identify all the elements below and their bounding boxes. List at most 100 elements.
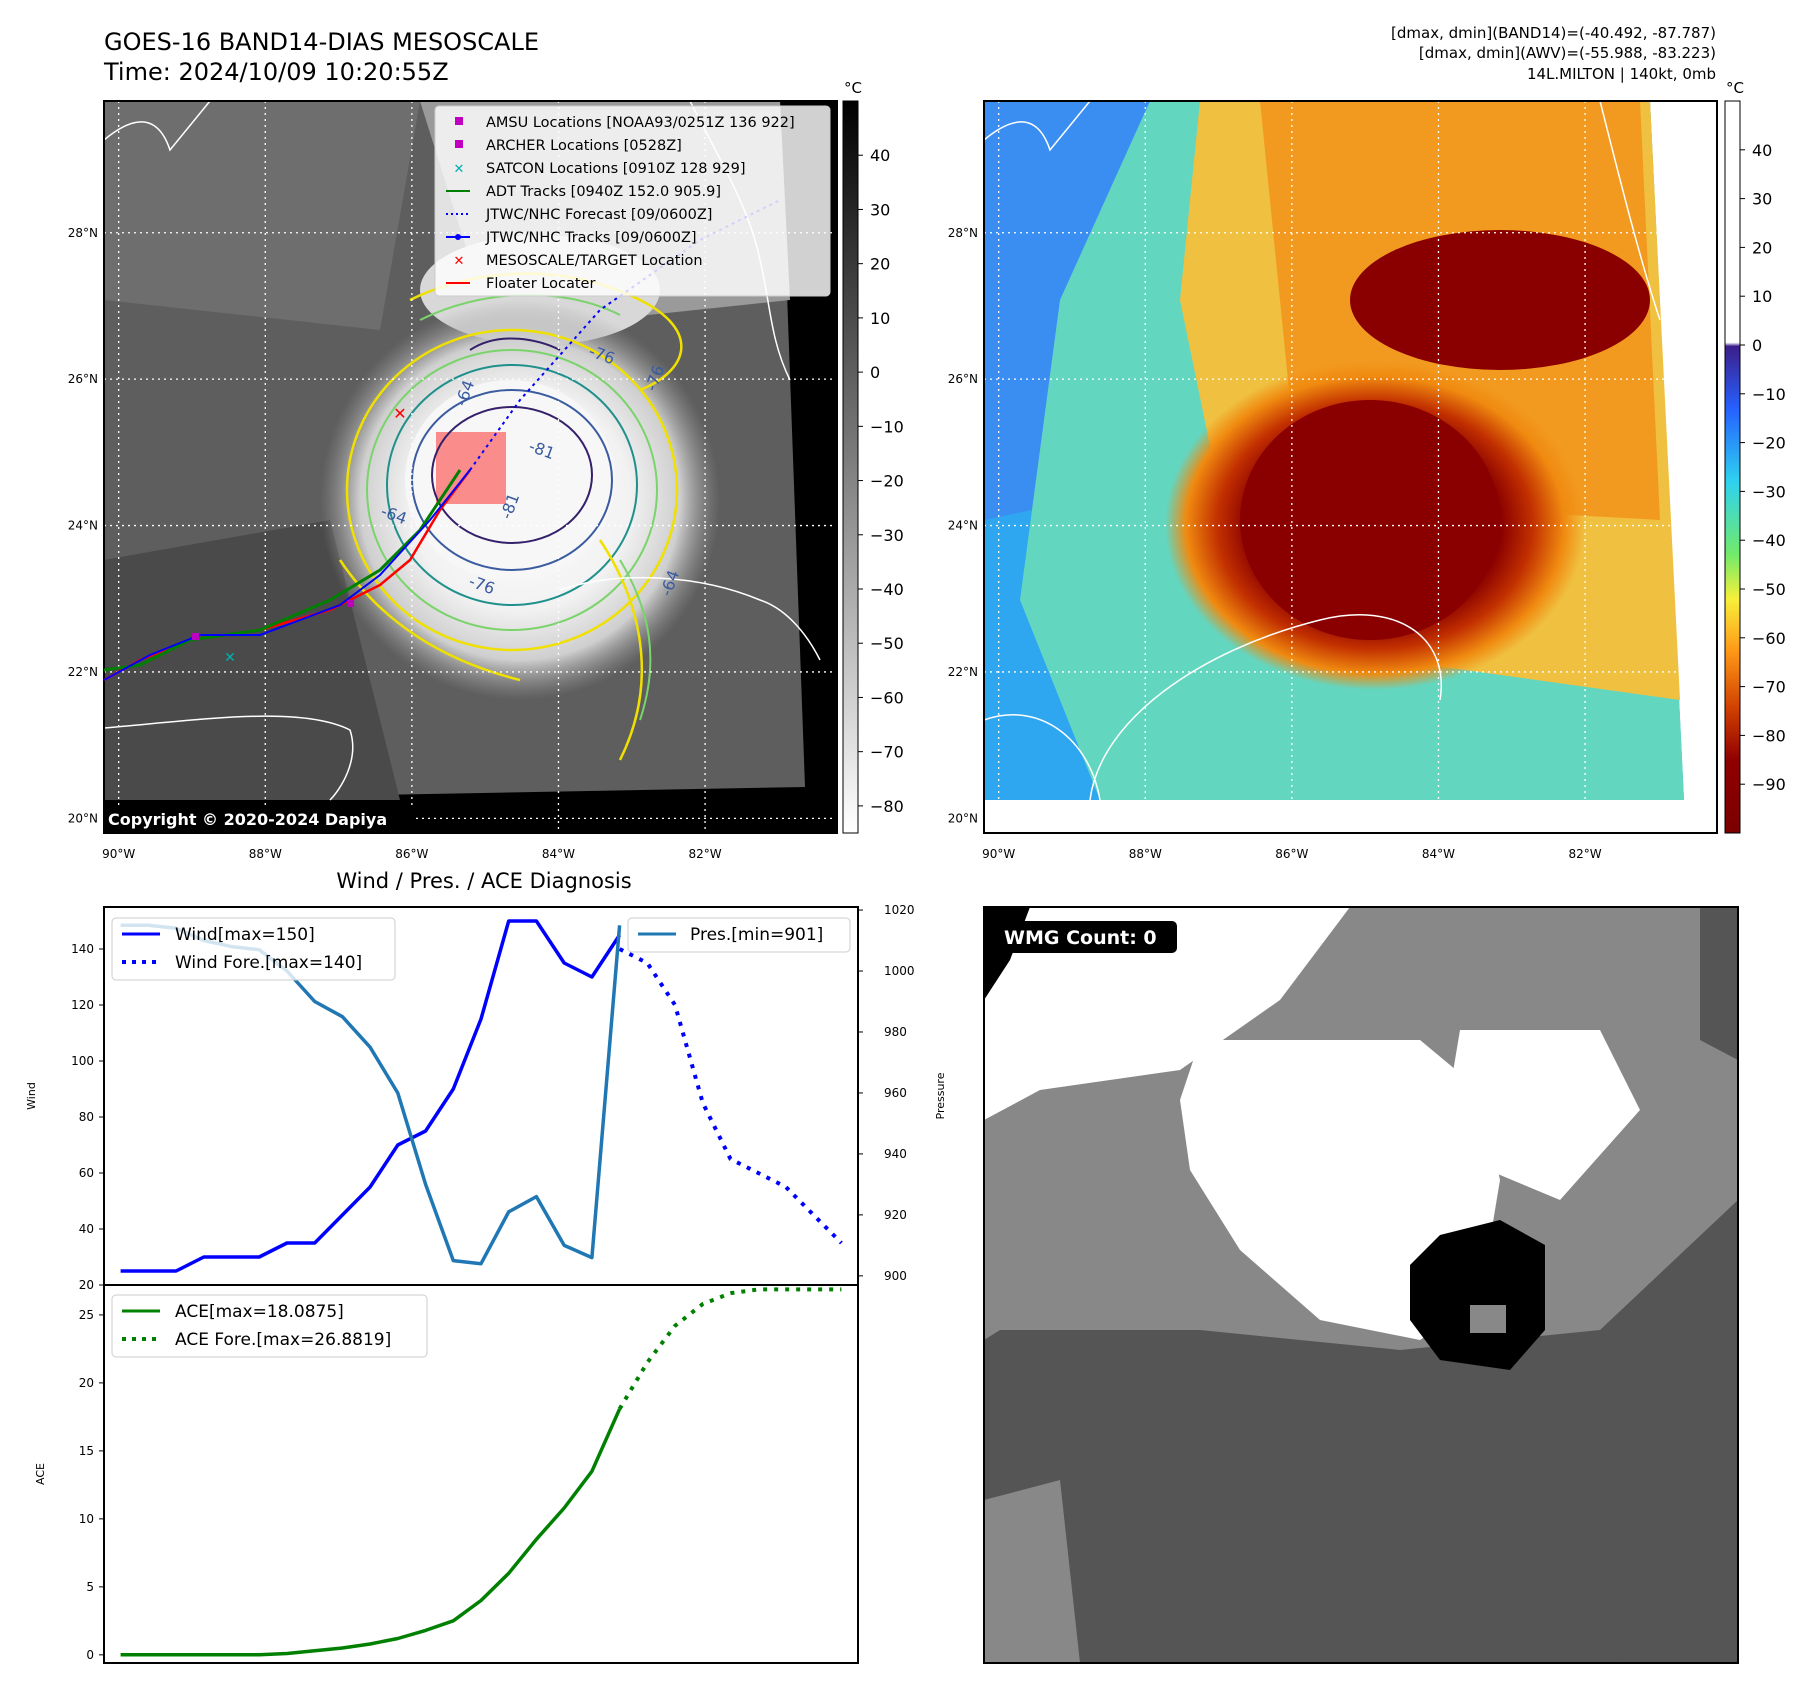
- ace-axis-ticks: 0 5 10 15 20 25: [79, 1308, 104, 1662]
- y-tick-label: 140: [71, 942, 94, 956]
- y-tick-label: 80: [79, 1110, 94, 1124]
- awv-colorbar-unit: °C: [1726, 79, 1744, 97]
- legend-swatch: ✕: [454, 254, 465, 269]
- colorbar-tick-label: −40: [870, 580, 904, 599]
- colorbar-tick-label: −70: [870, 743, 904, 762]
- pressure-axis-ticks: 900 920 940 960 980 1000 1020: [858, 903, 915, 1283]
- y-right-tick-label: 900: [884, 1269, 907, 1283]
- ir-legend: AMSU Locations [NOAA93/0251Z 136 922] ARC…: [434, 105, 831, 297]
- map-lon-label: 88°W: [249, 847, 282, 861]
- legend-swatch-dot: [455, 234, 461, 240]
- legend-label: Floater Locater: [486, 276, 595, 292]
- map-lat-label: 22°N: [948, 665, 978, 679]
- ace-forecast-legend-label: ACE Fore.[max=26.8819]: [175, 1330, 391, 1350]
- awv-colorbar-ticks: 40 30 20 10 0 −10 −20 −30 −40 −50 −60 −70 −80 −90: [1740, 141, 1786, 794]
- awv-satellite-panel: 90°W 88°W 86°W 84°W 82°W 28°N 26°N 24°N 22°N 20°N…: [948, 79, 1786, 861]
- map-lon-label: 82°W: [688, 847, 721, 861]
- wind-legend-label: Wind[max=150]: [175, 925, 315, 945]
- wind-pressure-chart: Wind / Pres. / ACE Diagnosis 20 40 60 80 100…: [25, 869, 947, 1292]
- wind-forecast-legend-label: Wind Fore.[max=140]: [175, 953, 362, 973]
- legend-swatch: [455, 140, 463, 148]
- y-tick-label: 100: [71, 1054, 94, 1068]
- map-lon-label: 90°W: [982, 847, 1015, 861]
- colorbar-tick-label: −20: [1752, 434, 1786, 453]
- wind-ylabel: Wind: [25, 1082, 38, 1110]
- y-tick-label: 20: [79, 1278, 94, 1292]
- colorbar-tick-label: −60: [870, 688, 904, 707]
- ir-frame: [103, 100, 838, 834]
- mesoscale-target-marker: ✕: [393, 404, 406, 423]
- map-lon-label: 86°W: [395, 847, 428, 861]
- ir-colorbar: [842, 100, 859, 834]
- legend-swatch: [455, 117, 463, 125]
- colorbar-tick-label: −80: [870, 797, 904, 816]
- ir-axis-labels: 90°W 88°W 86°W 84°W 82°W 28°N 26°N 24°N 22°N 20°N: [68, 226, 722, 861]
- map-lon-label: 84°W: [1422, 847, 1455, 861]
- wmg-frame: [983, 906, 1739, 1664]
- legend-label: ARCHER Locations [0528Z]: [486, 138, 682, 154]
- adt-track: [103, 469, 462, 672]
- colorbar-tick-label: −30: [870, 526, 904, 545]
- y-tick-label: 40: [79, 1222, 94, 1236]
- y-right-tick-label: 980: [884, 1025, 907, 1039]
- y-right-tick-label: 940: [884, 1147, 907, 1161]
- ace-series: [120, 1287, 842, 1657]
- colorbar-tick-label: 10: [870, 309, 890, 328]
- map-lon-label: 84°W: [542, 847, 575, 861]
- y-right-tick-label: 960: [884, 1086, 907, 1100]
- y-tick-label: 5: [86, 1580, 94, 1594]
- wmg-imagery: [984, 907, 1738, 1663]
- wmg-count-label: WMG Count: 0: [1004, 927, 1157, 949]
- y-tick-label: 20: [79, 1376, 94, 1390]
- legend-label: JTWC/NHC Forecast [09/0600Z]: [485, 207, 712, 223]
- colorbar-tick-label: −20: [870, 472, 904, 491]
- legend-swatch: ✕: [454, 162, 465, 177]
- wmg-count-box: [996, 921, 1177, 953]
- figure-time: Time: 2024/10/09 10:20:55Z: [103, 58, 449, 86]
- legend-label: SATCON Locations [0910Z 128 929]: [486, 161, 745, 177]
- colorbar-tick-label: −80: [1752, 726, 1786, 745]
- map-lat-label: 24°N: [68, 519, 98, 533]
- series-line-0: [120, 919, 622, 1273]
- colorbar-tick-label: 0: [1752, 336, 1762, 355]
- wind-axis-ticks: 20 40 60 80 100 120 140: [71, 942, 104, 1292]
- map-lon-label: 90°W: [102, 847, 135, 861]
- jtwc-nhc-track: [103, 469, 471, 681]
- ir-storm-tracks: ✕ ✕: [103, 199, 781, 682]
- y-tick-label: 60: [79, 1166, 94, 1180]
- awv-gridlines: [984, 101, 1717, 833]
- colorbar-tick-label: −60: [1752, 629, 1786, 648]
- ace-legend-label: ACE[max=18.0875]: [175, 1302, 344, 1322]
- series-line-1: [618, 947, 843, 1245]
- map-lon-label: 86°W: [1275, 847, 1308, 861]
- diagnosis-title: Wind / Pres. / ACE Diagnosis: [336, 869, 631, 893]
- map-lat-label: 24°N: [948, 519, 978, 533]
- copyright-text: Copyright © 2020-2024 Dapiya: [108, 810, 387, 829]
- y-right-tick-label: 1000: [884, 964, 915, 978]
- ace-chart: 0 5 10 15 20 25 ACE ACE[max=18.0875] ACE Fore…: [34, 1284, 859, 1664]
- map-lon-label: 88°W: [1129, 847, 1162, 861]
- archer-location-marker: [347, 600, 354, 607]
- copyright-box: [104, 806, 414, 832]
- colorbar-tick-label: −30: [1752, 482, 1786, 501]
- ace-ylabel: ACE: [34, 1463, 47, 1485]
- colorbar-tick-label: 40: [1752, 141, 1772, 160]
- legend-label: MESOSCALE/TARGET Location: [486, 253, 703, 269]
- series-line-0: [120, 1408, 622, 1657]
- storm-id: 14L.MILTON | 140kt, 0mb: [1527, 65, 1716, 83]
- legend-label: JTWC/NHC Tracks [09/0600Z]: [485, 230, 697, 246]
- ir-colorbar-ticks: 40 30 20 10 0 −10 −20 −30 −40 −50 −60 −70 −80: [858, 146, 904, 816]
- ir-colorbar-unit: °C: [844, 79, 862, 97]
- wind-legend: Wind[max=150] Wind Fore.[max=140]: [111, 917, 396, 981]
- colorbar-tick-label: −10: [1752, 385, 1786, 404]
- y-tick-label: 10: [79, 1512, 94, 1526]
- legend-label: ADT Tracks [0940Z 152.0 905.9]: [486, 184, 721, 200]
- y-right-tick-label: 920: [884, 1208, 907, 1222]
- map-lat-label: 26°N: [68, 372, 98, 386]
- colorbar-tick-label: 20: [1752, 238, 1772, 257]
- colorbar-tick-label: −50: [870, 634, 904, 653]
- awv-imagery: [984, 101, 1717, 833]
- awv-colorbar: [1724, 100, 1741, 834]
- colorbar-tick-label: 30: [870, 200, 890, 219]
